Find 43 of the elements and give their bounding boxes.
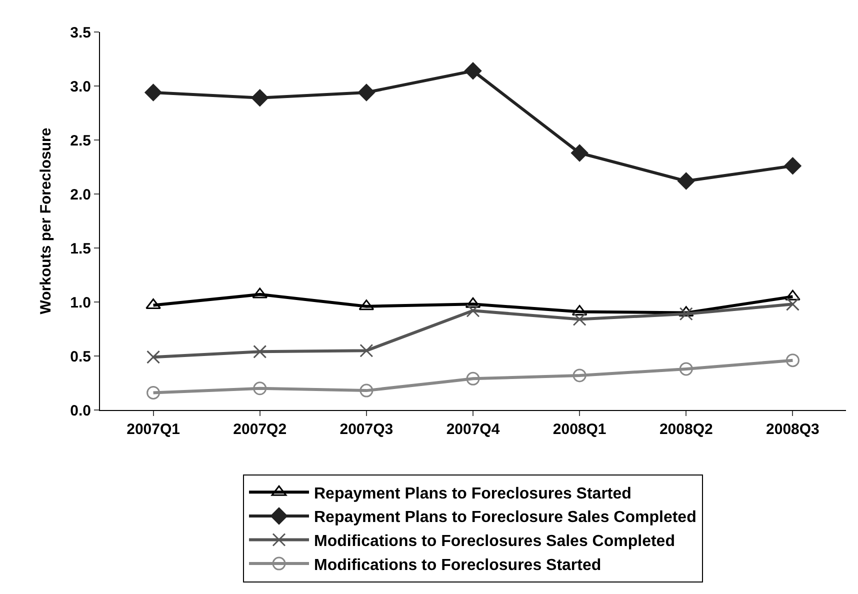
point xyxy=(784,157,802,174)
point xyxy=(253,382,267,396)
x-tick-label: 2007Q2 xyxy=(233,421,287,438)
point xyxy=(253,344,267,358)
point xyxy=(146,298,161,309)
point xyxy=(146,386,160,400)
point xyxy=(572,368,586,382)
y-tick-label: 3.0 xyxy=(70,78,91,96)
y-tick-label: 2.5 xyxy=(70,132,91,150)
point xyxy=(786,297,800,311)
point xyxy=(360,344,374,358)
x-tick-label: 2008Q3 xyxy=(766,421,820,438)
point xyxy=(251,89,268,106)
point xyxy=(358,84,375,102)
x-tick-label: 2007Q4 xyxy=(446,421,500,438)
x-tick-label: 2007Q3 xyxy=(340,421,394,438)
point xyxy=(571,144,588,162)
legend-label: Repayment Plans to Foreclosure Sales Completed xyxy=(314,509,696,526)
point xyxy=(466,304,480,318)
y-axis-title: Workouts per Foreclosure xyxy=(37,128,54,314)
point xyxy=(144,84,162,102)
point xyxy=(679,307,693,321)
point xyxy=(786,354,800,368)
x-tick-label: 2007Q1 xyxy=(126,421,180,438)
point xyxy=(679,362,693,376)
y-tick-label: 1.5 xyxy=(70,240,91,258)
point xyxy=(466,372,480,386)
x-tick-label: 2008Q2 xyxy=(659,421,713,438)
x-tick-label: 2008Q1 xyxy=(552,421,606,438)
point xyxy=(678,172,695,190)
y-tick-label: 0.5 xyxy=(70,348,91,366)
point xyxy=(572,312,586,326)
point xyxy=(146,350,160,364)
legend-label: Modifications to Foreclosures Started xyxy=(314,556,602,574)
point xyxy=(360,384,374,398)
y-tick-label: 2.0 xyxy=(70,186,91,204)
point xyxy=(785,290,800,300)
legend-label: Repayment Plans to Foreclosures Started xyxy=(314,485,632,502)
legend-label: Modifications to Foreclosures Sales Completed xyxy=(314,533,675,550)
y-tick-label: 1.0 xyxy=(70,294,91,312)
point xyxy=(464,62,482,80)
y-tick-label: 0.0 xyxy=(70,402,91,420)
y-tick-label: 3.5 xyxy=(70,24,91,42)
